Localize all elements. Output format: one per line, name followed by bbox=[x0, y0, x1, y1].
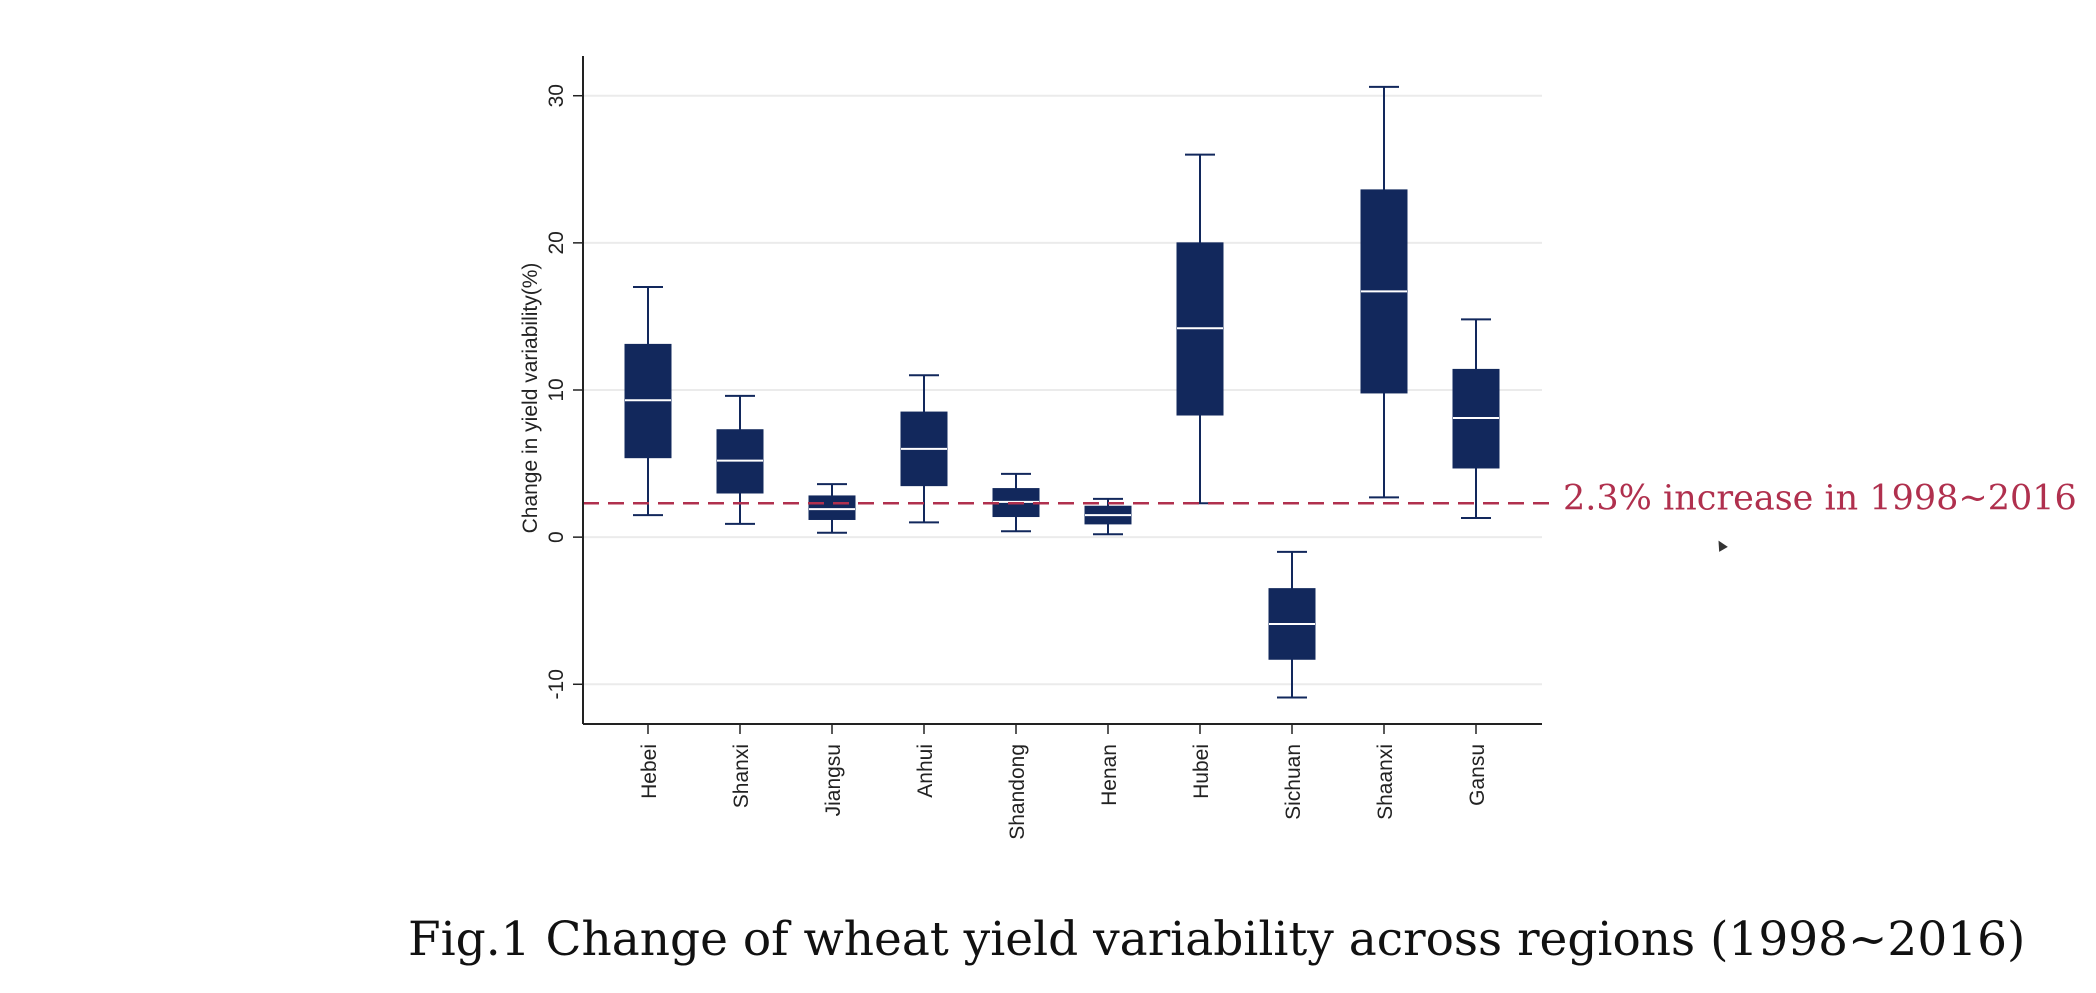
box-hebei bbox=[624, 286, 672, 517]
box-hubei bbox=[1176, 153, 1224, 505]
category-label: Jiangsu bbox=[822, 744, 845, 816]
y-tick-label: 10 bbox=[545, 378, 568, 401]
category-label: Sichuan bbox=[1282, 744, 1305, 820]
category-label: Shanxi bbox=[730, 744, 753, 808]
y-tick-label: 30 bbox=[545, 84, 568, 107]
category-label: Shandong bbox=[1006, 744, 1029, 840]
y-tick-label: 0 bbox=[545, 531, 568, 543]
category-label: Anhui bbox=[914, 744, 937, 798]
box-series bbox=[624, 85, 1500, 699]
y-tick-labels: -10 0 10 20 30 bbox=[545, 84, 568, 699]
box-henan bbox=[1084, 497, 1132, 536]
y-tick-label: -10 bbox=[545, 669, 568, 699]
box-shanxi bbox=[716, 394, 764, 525]
gridlines bbox=[573, 94, 1542, 686]
category-label: Henan bbox=[1098, 744, 1121, 806]
iqr-box bbox=[808, 495, 856, 520]
figure-caption: Fig.1 Change of wheat yield variability … bbox=[408, 912, 2025, 967]
y-axis-title: Change in yield variability(%) bbox=[519, 263, 542, 534]
category-label: Hebei bbox=[638, 744, 661, 799]
box-anhui bbox=[900, 374, 948, 524]
reference-line-label: 2.3% increase in 1998~2016 bbox=[1563, 478, 2077, 518]
category-labels: Hebei Shanxi Jiangsu Anhui Shandong Henan Hube… bbox=[638, 724, 1489, 840]
category-label: Gansu bbox=[1466, 744, 1489, 806]
box-gansu bbox=[1452, 318, 1500, 520]
box-jiangsu bbox=[808, 483, 856, 534]
y-tick-label: 20 bbox=[545, 231, 568, 254]
category-label: Hubei bbox=[1190, 744, 1213, 799]
box-sichuan bbox=[1268, 550, 1316, 699]
category-label: Shaanxi bbox=[1374, 744, 1397, 820]
box-shaanxi bbox=[1360, 85, 1408, 499]
